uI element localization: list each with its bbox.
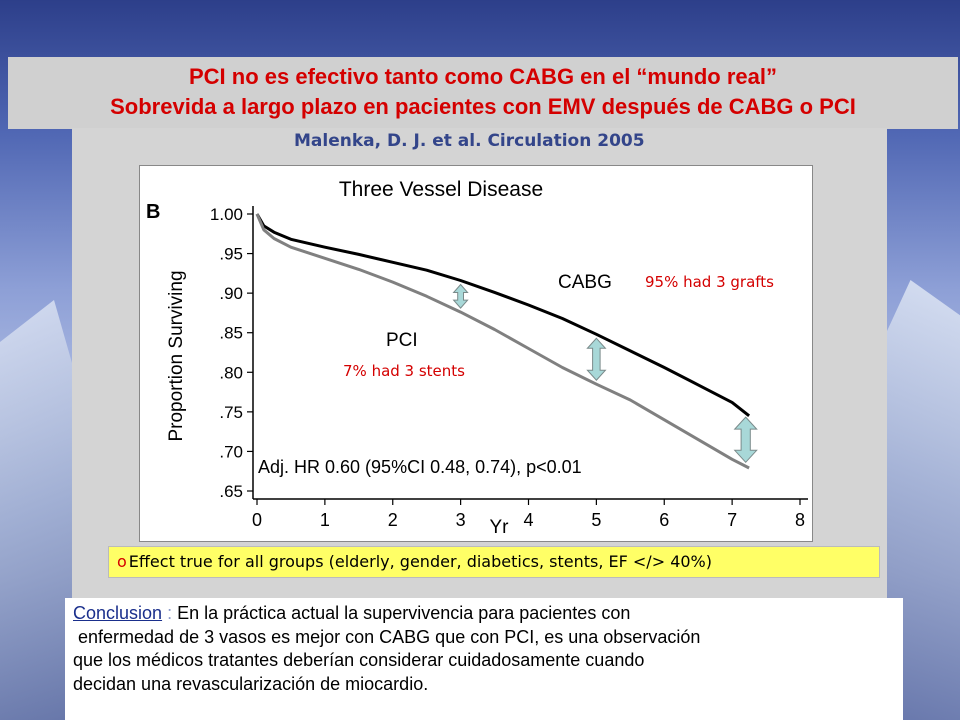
difference-arrow	[586, 337, 607, 381]
effect-bullet: o	[117, 552, 127, 571]
y-tick-label: .80	[219, 363, 243, 382]
y-tick-label: .70	[219, 442, 243, 461]
cabg-label: CABG	[558, 272, 612, 293]
difference-arrow	[452, 283, 469, 309]
cabg-note: 95% had 3 grafts	[645, 273, 774, 291]
survival-chart: B Three Vessel Disease Proportion Surviv…	[139, 165, 813, 542]
panel-label: B	[146, 201, 160, 223]
conclusion-line-2: enfermedad de 3 vasos es mejor con CABG …	[73, 626, 701, 647]
y-tick-label: .85	[219, 324, 243, 343]
slide-title-line2: Sobrevida a largo plazo en pacientes con…	[110, 94, 856, 119]
y-tick-label: .90	[219, 284, 243, 303]
series-line-pci	[255, 213, 750, 470]
y-tick-label: .95	[219, 245, 243, 264]
conclusion-heading: Conclusion	[73, 603, 163, 623]
y-tick-label: .65	[219, 482, 243, 501]
effect-note-text: Effect true for all groups (elderly, gen…	[128, 552, 712, 571]
pci-note: 7% had 3 stents	[343, 362, 465, 380]
conclusion-colon: :	[162, 603, 178, 623]
hazard-ratio-text: Adj. HR 0.60 (95%CI 0.48, 0.74), p<0.01	[258, 457, 582, 477]
x-tick-label: 7	[727, 510, 737, 530]
series-line-cabg	[255, 213, 751, 417]
chart-title: Three Vessel Disease	[339, 178, 543, 201]
x-tick-label: 6	[659, 510, 669, 530]
x-tick-label: 1	[320, 510, 330, 530]
x-tick-label: 5	[591, 510, 601, 530]
effect-note: o Effect true for all groups (elderly, ge…	[108, 546, 880, 578]
conclusion-line-1: Conclusion : En la práctica actual la su…	[73, 602, 895, 626]
conclusion-box: Conclusion : En la práctica actual la su…	[65, 598, 903, 720]
pci-label: PCI	[386, 330, 418, 351]
x-tick-label: 3	[456, 510, 466, 530]
citation: Malenka, D. J. et al. Circulation 2005	[294, 131, 645, 151]
conclusion-line-3: que los médicos tratantes deberían consi…	[73, 650, 645, 670]
x-tick-label: 4	[523, 510, 533, 530]
y-tick-label: 1.00	[210, 205, 243, 224]
difference-arrow	[733, 416, 758, 464]
y-axis-label: Proportion Surviving	[166, 270, 187, 441]
x-tick-label: 8	[795, 510, 805, 530]
slide-title-line1: PCI no es efectivo tanto como CABG en el…	[189, 64, 777, 89]
x-axis-label: Yr	[490, 517, 510, 538]
conclusion-line-4: decidan una revascularización de miocard…	[73, 673, 429, 694]
x-tick-label: 0	[252, 510, 262, 530]
slide-title: PCI no es efectivo tanto como CABG en el…	[8, 57, 958, 129]
y-tick-label: .75	[219, 403, 243, 422]
conclusion-text-1: En la práctica actual la supervivencia p…	[177, 603, 631, 623]
x-tick-label: 2	[388, 510, 398, 530]
survival-chart-svg: B Three Vessel Disease Proportion Surviv…	[146, 178, 808, 538]
